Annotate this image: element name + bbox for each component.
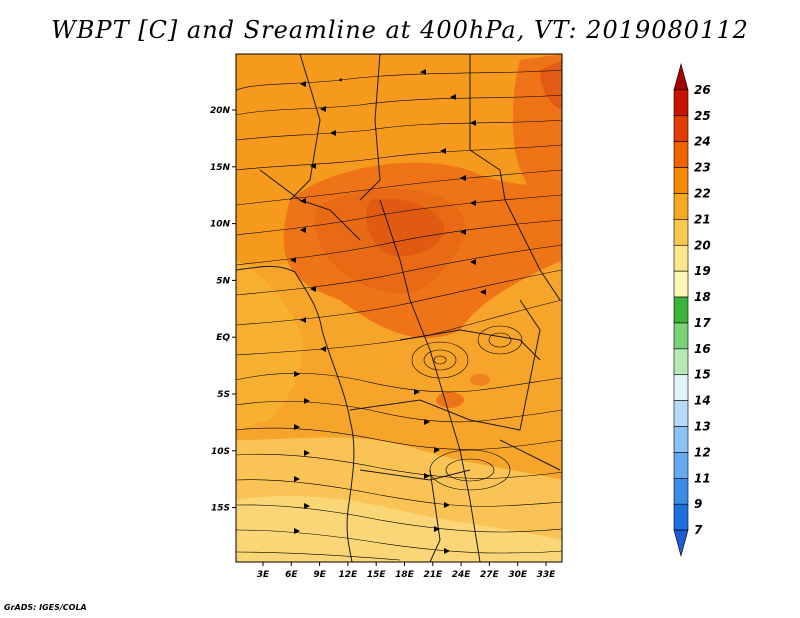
colorbar-label: 12 (694, 445, 711, 459)
colorbar-label: 22 (694, 186, 711, 200)
colorbar-label: 9 (694, 497, 702, 511)
lon-tick-label: 15E (367, 570, 387, 580)
longitude-ticks: 3E 6E 9E 12E 15E 18E 21E 24E 27E 30E 33E (257, 562, 556, 580)
colorbar-segment (673, 322, 689, 350)
lon-tick-label: 12E (339, 570, 359, 580)
colorbar-label: 7 (694, 523, 703, 537)
lat-tick-label: EQ (216, 333, 230, 343)
grads-credit: GrADS: IGES/COLA (4, 603, 87, 612)
colorbar-bottom-triangle (673, 529, 689, 558)
colorbar-segment (673, 167, 689, 194)
colorbar-label: 23 (694, 161, 711, 175)
lat-tick-label: 5N (216, 276, 230, 286)
colorbar-segment (673, 478, 689, 505)
lon-tick-label: 21E (423, 570, 443, 580)
colorbar-segment (673, 426, 689, 453)
colorbar-label: 11 (694, 471, 711, 485)
country-borders (236, 54, 561, 562)
colorbar-label: 16 (694, 342, 711, 356)
lat-tick-label: 15S (211, 504, 230, 514)
lat-tick-label: 10N (210, 220, 231, 230)
lon-tick-label: 3E (257, 570, 270, 580)
colorbar-label: 26 (694, 83, 711, 97)
colorbar-label: 24 (694, 135, 711, 149)
colorbar-segment (673, 296, 689, 324)
colorbar-label: 14 (694, 394, 711, 408)
colorbar-label: 15 (694, 368, 711, 382)
chart-title: WBPT [C] and Sreamline at 400hPa, VT: 20… (51, 16, 749, 44)
colorbar-segment (673, 270, 689, 298)
lon-tick-label: 18E (395, 570, 415, 580)
colorbar-label: 25 (694, 109, 711, 123)
colorbar-label: 18 (694, 290, 711, 304)
lon-tick-label: 30E (508, 570, 528, 580)
lat-tick-label: 10S (211, 447, 230, 457)
lat-tick-label: 5S (217, 390, 230, 400)
lon-tick-label: 6E (285, 570, 298, 580)
colorbar-segment (673, 219, 689, 246)
colorbar: 26 25 24 23 22 21 20 19 18 17 16 15 14 13 12 11 9 7 (673, 62, 711, 558)
streamlines (236, 69, 562, 561)
colorbar-label: 21 (694, 212, 711, 226)
colorbar-segment (673, 141, 689, 168)
lon-tick-label: 27E (480, 570, 500, 580)
lon-tick-label: 9E (313, 570, 326, 580)
colorbar-segment (673, 193, 689, 220)
colorbar-label: 17 (694, 316, 711, 330)
colorbar-segment (673, 452, 689, 479)
colorbar-segment (673, 374, 689, 401)
colorbar-segment (673, 89, 689, 117)
colorbar-segment (673, 244, 689, 272)
colorbar-segment (673, 348, 689, 376)
colorbar-label: 20 (694, 238, 711, 252)
colorbar-top-triangle (673, 62, 689, 91)
lon-tick-label: 33E (537, 570, 557, 580)
wbpt-field (236, 54, 562, 562)
colorbar-segment (673, 115, 689, 142)
map-frame (235, 53, 563, 563)
colorbar-label: 19 (694, 264, 711, 278)
colorbar-label: 13 (694, 420, 711, 434)
colorbar-segment (673, 503, 689, 531)
lon-tick-label: 24E (452, 570, 472, 580)
lat-tick-label: 15N (210, 163, 231, 173)
latitude-ticks: 20N 15N 10N 5N EQ 5S 10S 15S (210, 106, 236, 514)
lat-tick-label: 20N (210, 106, 231, 116)
colorbar-segment (673, 400, 689, 427)
streamline-arrows (290, 69, 486, 554)
